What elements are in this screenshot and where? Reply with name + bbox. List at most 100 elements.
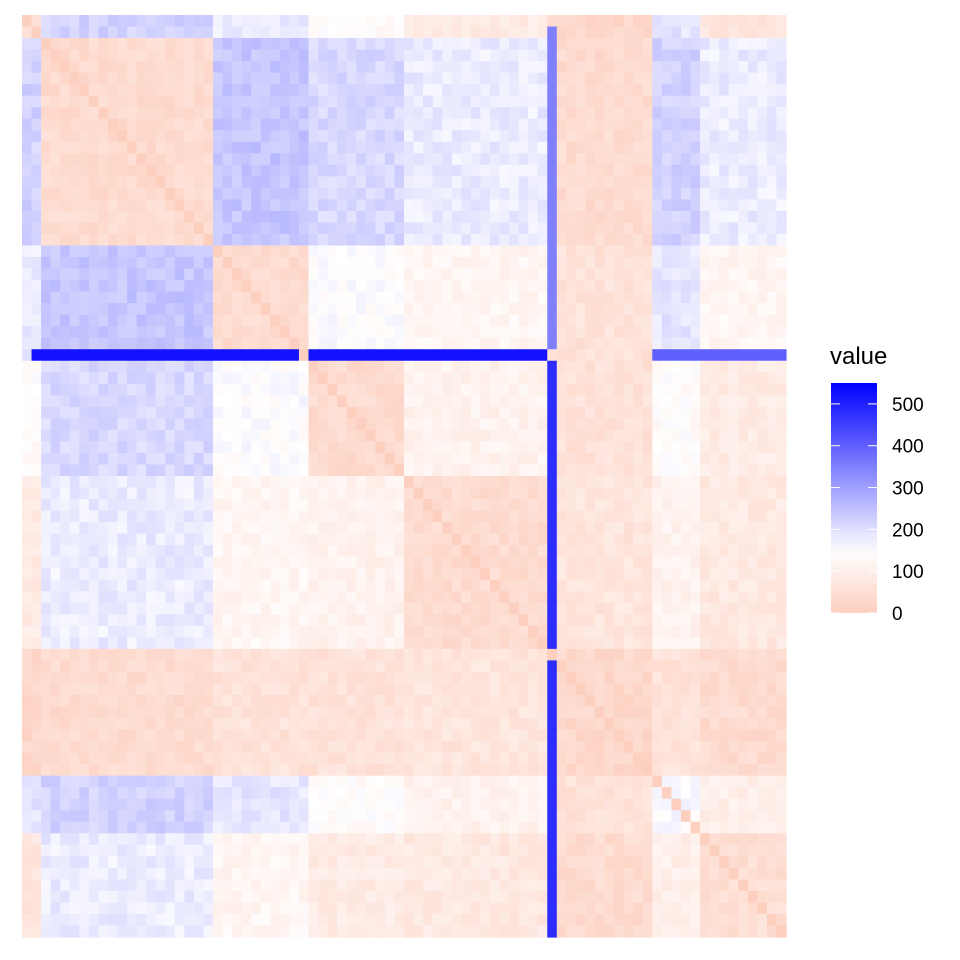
heatmap-cell bbox=[614, 545, 625, 558]
heatmap-cell bbox=[31, 383, 42, 396]
heatmap-cell bbox=[671, 176, 682, 189]
heatmap-cell bbox=[709, 464, 720, 477]
heatmap-cell bbox=[346, 130, 357, 143]
heatmap-cell bbox=[79, 510, 90, 523]
heatmap-cell bbox=[470, 545, 481, 558]
heatmap-cell bbox=[213, 372, 224, 385]
heatmap-cell bbox=[88, 326, 99, 339]
heatmap-cell bbox=[499, 349, 510, 362]
heatmap-cell bbox=[203, 210, 214, 224]
heatmap-cell bbox=[642, 176, 653, 189]
heatmap-cell bbox=[652, 487, 663, 500]
heatmap-cell bbox=[499, 464, 510, 477]
heatmap-cell bbox=[394, 556, 405, 569]
heatmap-cell bbox=[69, 153, 80, 166]
heatmap-cell bbox=[776, 464, 787, 477]
heatmap-cell bbox=[174, 245, 185, 258]
heatmap-cell bbox=[270, 637, 281, 650]
heatmap-cell bbox=[432, 349, 443, 362]
heatmap-cell bbox=[241, 729, 252, 742]
heatmap-cell bbox=[184, 568, 195, 581]
heatmap-cell bbox=[566, 187, 577, 201]
heatmap-cell bbox=[88, 522, 99, 535]
heatmap-cell bbox=[327, 326, 338, 339]
heatmap-cell bbox=[203, 602, 214, 615]
heatmap-cell bbox=[98, 326, 109, 339]
heatmap-cell bbox=[423, 291, 434, 304]
heatmap-cell bbox=[308, 291, 319, 304]
heatmap-cell bbox=[41, 72, 52, 85]
heatmap-cell bbox=[585, 591, 596, 604]
heatmap-cell bbox=[690, 671, 701, 685]
heatmap-cell bbox=[289, 360, 300, 373]
heatmap-cell bbox=[432, 533, 443, 546]
heatmap-cell bbox=[69, 303, 80, 316]
heatmap-cell bbox=[50, 591, 61, 604]
heatmap-cell bbox=[518, 118, 529, 131]
heatmap-cell bbox=[470, 280, 481, 293]
heatmap-cell bbox=[489, 591, 501, 604]
heatmap-cell bbox=[700, 476, 711, 489]
heatmap-cell bbox=[604, 199, 615, 212]
heatmap-cell bbox=[165, 72, 176, 85]
heatmap-cell bbox=[22, 418, 33, 431]
heatmap-cell bbox=[356, 406, 367, 419]
heatmap-cell bbox=[556, 130, 567, 143]
heatmap-cell bbox=[614, 383, 625, 396]
heatmap-cell bbox=[595, 591, 606, 604]
heatmap-cell bbox=[298, 718, 310, 731]
heatmap-cell bbox=[127, 683, 138, 696]
heatmap-cell bbox=[442, 26, 453, 39]
heatmap-cell bbox=[575, 118, 587, 131]
heatmap-cell bbox=[432, 487, 443, 500]
heatmap-cell bbox=[575, 441, 587, 454]
heatmap-cell bbox=[566, 533, 577, 546]
heatmap-cell bbox=[127, 15, 138, 28]
heatmap-cell bbox=[375, 568, 386, 581]
heatmap-cell bbox=[298, 591, 310, 604]
heatmap-cell bbox=[298, 579, 310, 592]
heatmap-cell bbox=[50, 314, 61, 327]
heatmap-cell bbox=[537, 84, 548, 97]
heatmap-cell bbox=[652, 349, 663, 362]
heatmap-cell bbox=[213, 683, 224, 696]
heatmap-cell bbox=[289, 141, 300, 154]
heatmap-cell bbox=[337, 326, 348, 339]
heatmap-cell bbox=[298, 545, 310, 558]
heatmap-cell bbox=[680, 579, 692, 592]
heatmap-cell bbox=[289, 591, 300, 604]
heatmap-cell bbox=[289, 107, 300, 120]
heatmap-cell bbox=[174, 556, 185, 569]
heatmap-cell bbox=[31, 291, 42, 304]
heatmap-cell bbox=[375, 245, 386, 258]
heatmap-cell bbox=[700, 222, 711, 235]
heatmap-cell bbox=[165, 499, 176, 512]
heatmap-cell bbox=[289, 729, 300, 742]
heatmap-cell bbox=[146, 176, 157, 189]
heatmap-cell bbox=[127, 510, 138, 523]
heatmap-cell bbox=[365, 648, 376, 662]
heatmap-cell bbox=[356, 372, 367, 385]
heatmap-cell bbox=[136, 602, 147, 615]
heatmap-cell bbox=[98, 233, 109, 247]
heatmap-cell bbox=[575, 15, 587, 28]
heatmap-cell bbox=[60, 729, 71, 742]
heatmap-cell bbox=[232, 429, 243, 443]
heatmap-cell bbox=[184, 499, 195, 512]
heatmap-cell bbox=[174, 476, 185, 489]
heatmap-cell bbox=[98, 153, 109, 166]
heatmap-cell bbox=[556, 15, 567, 28]
heatmap-cell bbox=[31, 26, 42, 39]
heatmap-cell bbox=[136, 464, 147, 477]
heatmap-cell bbox=[127, 176, 138, 189]
heatmap-cell bbox=[766, 107, 778, 120]
heatmap-cell bbox=[308, 337, 319, 350]
heatmap-cell bbox=[213, 84, 224, 97]
heatmap-cell bbox=[451, 280, 462, 293]
heatmap-cell bbox=[633, 683, 644, 696]
heatmap-cell bbox=[365, 26, 376, 39]
heatmap-cell bbox=[537, 164, 548, 177]
heatmap-cell bbox=[384, 268, 396, 281]
heatmap-cell bbox=[241, 441, 252, 454]
heatmap-cell bbox=[79, 15, 90, 28]
